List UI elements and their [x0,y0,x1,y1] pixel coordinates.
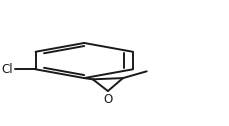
Text: O: O [103,92,112,105]
Text: Cl: Cl [1,63,13,76]
